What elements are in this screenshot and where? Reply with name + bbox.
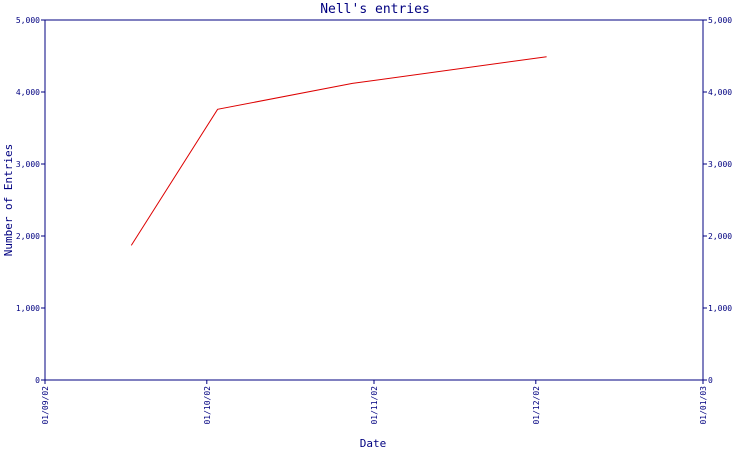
x-tick-label: 01/10/02 [203,386,212,425]
series-layer [130,56,547,246]
y-tick-label-right: 3,000 [708,160,732,169]
x-tick-label: 01/11/02 [370,386,379,425]
x-axis-title: Date [360,437,387,450]
y-tick-label-left: 2,000 [16,232,40,241]
y-axis-title: Number of Entries [2,144,15,257]
y-axis-right: 0 1,000 2,000 3,000 4,000 5,000 [703,16,732,385]
y-tick-label-right: 1,000 [708,304,732,313]
y-axis-left: 0 1,000 2,000 3,000 4,000 5,000 [16,16,45,385]
x-tick-label: 01/01/03 [699,386,708,425]
x-tick-label: 01/12/02 [532,386,541,425]
x-tick-label: 01/09/02 [41,386,50,425]
y-tick-label-left: 0 [35,376,40,385]
series-line [130,56,547,246]
y-tick-label-left: 4,000 [16,88,40,97]
y-tick-label-left: 1,000 [16,304,40,313]
y-tick-label-right: 5,000 [708,16,732,25]
x-axis: 01/09/02 01/10/02 01/11/02 01/12/02 01/01/03 [41,380,708,425]
y-tick-label-left: 5,000 [16,16,40,25]
y-tick-label-right: 4,000 [708,88,732,97]
plot-frame [44,19,704,381]
y-tick-label-right: 0 [708,376,713,385]
y-tick-label-right: 2,000 [708,232,732,241]
y-tick-label-left: 3,000 [16,160,40,169]
chart-title: Nell's entries [320,2,430,17]
